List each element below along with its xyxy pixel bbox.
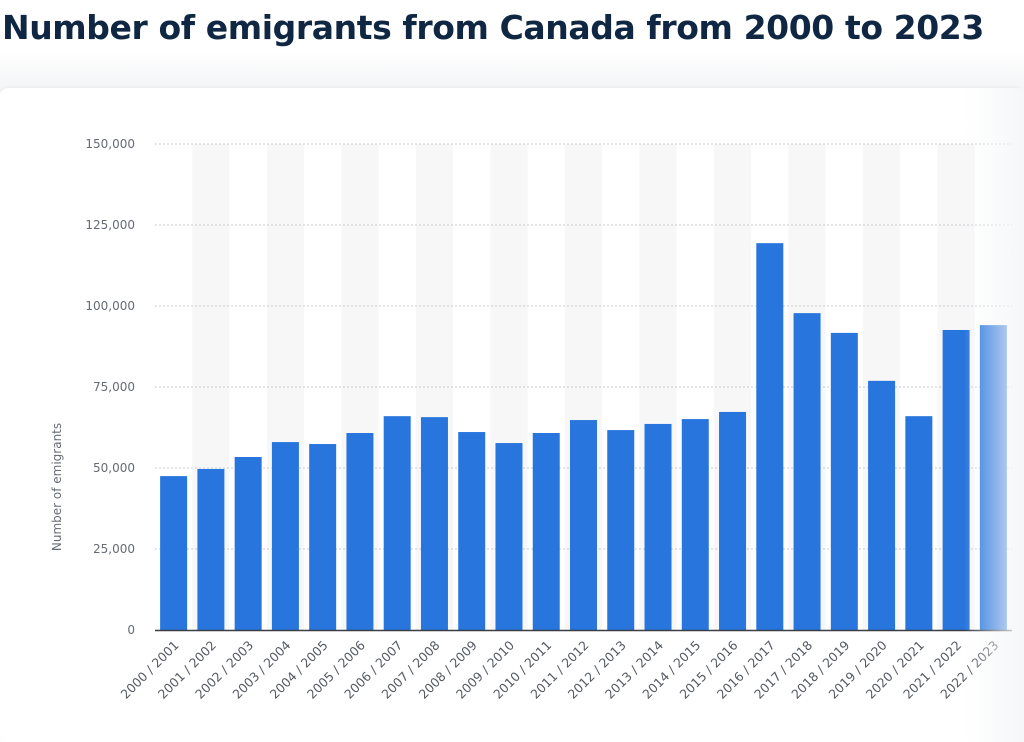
bar[interactable] [383,416,411,630]
bar[interactable] [868,380,896,630]
y-tick-label: 25,000 [93,542,135,556]
bar[interactable] [197,468,225,630]
y-axis-ticks: 0 25,000 50,000 75,000 100,000 125,000 150,000 [85,137,135,637]
bar[interactable] [495,443,523,630]
header-band [0,0,1024,92]
bar[interactable] [346,433,374,630]
bar[interactable] [644,423,672,630]
y-tick-label: 100,000 [85,299,135,313]
bar[interactable] [271,442,299,630]
bar[interactable] [719,411,747,630]
y-tick-label: 150,000 [85,137,135,151]
bar[interactable] [532,433,560,630]
page-title: Number of emigrants from Canada from 200… [2,8,984,47]
bars [160,243,1007,631]
y-tick-label: 125,000 [85,218,135,232]
bar[interactable] [793,313,821,630]
bar[interactable] [309,444,337,630]
y-tick-label: 0 [127,623,135,637]
bar[interactable] [830,332,858,630]
y-tick-label: 50,000 [93,461,135,475]
bar[interactable] [234,456,262,630]
bar[interactable] [420,417,448,630]
y-tick-label: 75,000 [93,380,135,394]
bar[interactable] [942,329,970,630]
bar[interactable] [160,476,188,630]
bar[interactable] [756,243,784,631]
bar[interactable] [570,420,597,630]
bar[interactable] [979,325,1007,630]
bar[interactable] [905,416,933,630]
bar[interactable] [607,430,635,630]
bar[interactable] [681,419,709,630]
y-axis-title: Number of emigrants [50,423,64,551]
bar[interactable] [458,432,486,630]
